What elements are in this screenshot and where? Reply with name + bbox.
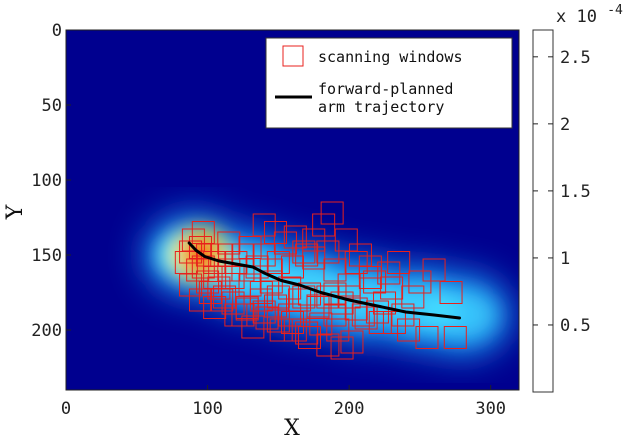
scanning-window <box>415 326 439 349</box>
x-tick-label: 100 <box>192 399 223 419</box>
trajectory-layer <box>187 241 462 320</box>
x-axis-label: X <box>284 416 300 441</box>
colorbar-tick-label: 1.5 <box>560 182 591 202</box>
scanning-window <box>312 213 336 237</box>
scanning-window <box>422 258 446 282</box>
scanning-window <box>439 281 463 304</box>
scanning-window <box>326 318 350 342</box>
colorbar-tick-label: 2.5 <box>560 48 591 68</box>
y-tick-label: 200 <box>31 321 62 341</box>
scanning-window <box>401 285 425 309</box>
scanning-window <box>320 201 344 225</box>
scanning-window <box>179 273 203 297</box>
scanning-window <box>382 311 406 334</box>
scanning-window <box>391 303 415 327</box>
scanning-window <box>217 258 241 282</box>
x-tick-label: 0 <box>61 399 71 419</box>
scanning-window <box>323 258 347 282</box>
scanning-window <box>316 240 340 264</box>
scanning-window <box>179 240 203 264</box>
colorbar-exponent-power: -4 <box>607 3 623 18</box>
colorbar: 0.5 1 1.5 2 2.5 x 10 -4 <box>532 3 623 393</box>
scanning-window <box>252 243 276 267</box>
scanning-window <box>387 251 411 274</box>
colorbar-exponent-base: x 10 <box>556 7 597 27</box>
scanning-window <box>281 255 304 279</box>
scanning-window <box>186 258 210 282</box>
colorbar-tick-label: 0.5 <box>560 316 591 336</box>
scanning-window <box>191 221 215 244</box>
scanning-window <box>273 231 297 255</box>
scanning-window <box>380 276 404 300</box>
scanning-window <box>266 309 290 333</box>
legend-label-trajectory-line1: forward-planned <box>318 80 453 98</box>
scanning-window <box>266 251 290 274</box>
legend: scanning windows forward-planned arm tra… <box>265 37 513 129</box>
scanning-window <box>373 291 397 315</box>
scanning-window <box>443 326 467 349</box>
x-tick-labels: 0 100 200 300 <box>61 385 506 419</box>
scanning-window <box>302 228 326 252</box>
scanning-window <box>344 251 368 274</box>
scanning-window <box>249 288 273 312</box>
scanning-window <box>330 291 354 315</box>
y-tick-label: 150 <box>31 246 62 266</box>
scanning-window <box>278 276 302 300</box>
scanning-window <box>408 270 432 294</box>
scanning-window <box>297 282 321 306</box>
scanning-window <box>217 231 241 255</box>
scanning-window <box>238 236 262 259</box>
y-tick-labels: 0 50 100 150 200 <box>31 21 71 341</box>
scanning-window <box>283 318 307 342</box>
y-tick-label: 50 <box>42 96 62 116</box>
scanning-window <box>344 297 368 321</box>
legend-label-scanning-windows: scanning windows <box>318 48 463 66</box>
colorbar-tick-label: 1 <box>560 249 570 269</box>
scanning-window <box>363 270 387 294</box>
colorbar-box <box>532 29 554 393</box>
legend-box <box>265 37 513 129</box>
scanning-window <box>316 333 340 357</box>
y-tick-label: 0 <box>52 21 62 41</box>
colorbar-exponent: x 10 -4 <box>556 3 623 27</box>
y-axis-label: Y <box>3 204 28 220</box>
scanning-window <box>368 311 392 334</box>
plot-frame <box>65 29 520 391</box>
scanning-window <box>323 303 347 327</box>
scanning-window <box>302 246 326 270</box>
scanning-window <box>397 318 421 342</box>
legend-label-trajectory-line2: arm trajectory <box>318 98 444 116</box>
scanning-window <box>188 288 212 312</box>
scanning-window <box>306 294 330 318</box>
scanning-window <box>295 243 319 267</box>
legend-swatch-scanning-windows <box>282 45 304 67</box>
scanning-window <box>330 336 354 360</box>
x-tick-label: 200 <box>334 399 365 419</box>
trajectory-line <box>187 241 462 320</box>
scanning-window <box>221 291 245 315</box>
scanning-windows-layer <box>174 201 467 360</box>
scanning-window <box>235 296 259 319</box>
scanning-window <box>252 300 276 324</box>
colorbar-ticks: 0.5 1 1.5 2 2.5 <box>533 48 591 336</box>
x-tick-label: 300 <box>475 399 506 419</box>
colorbar-tick-label: 2 <box>560 115 570 135</box>
y-tick-label: 100 <box>31 171 62 191</box>
scanning-window <box>340 330 364 354</box>
scanning-window <box>297 326 321 349</box>
